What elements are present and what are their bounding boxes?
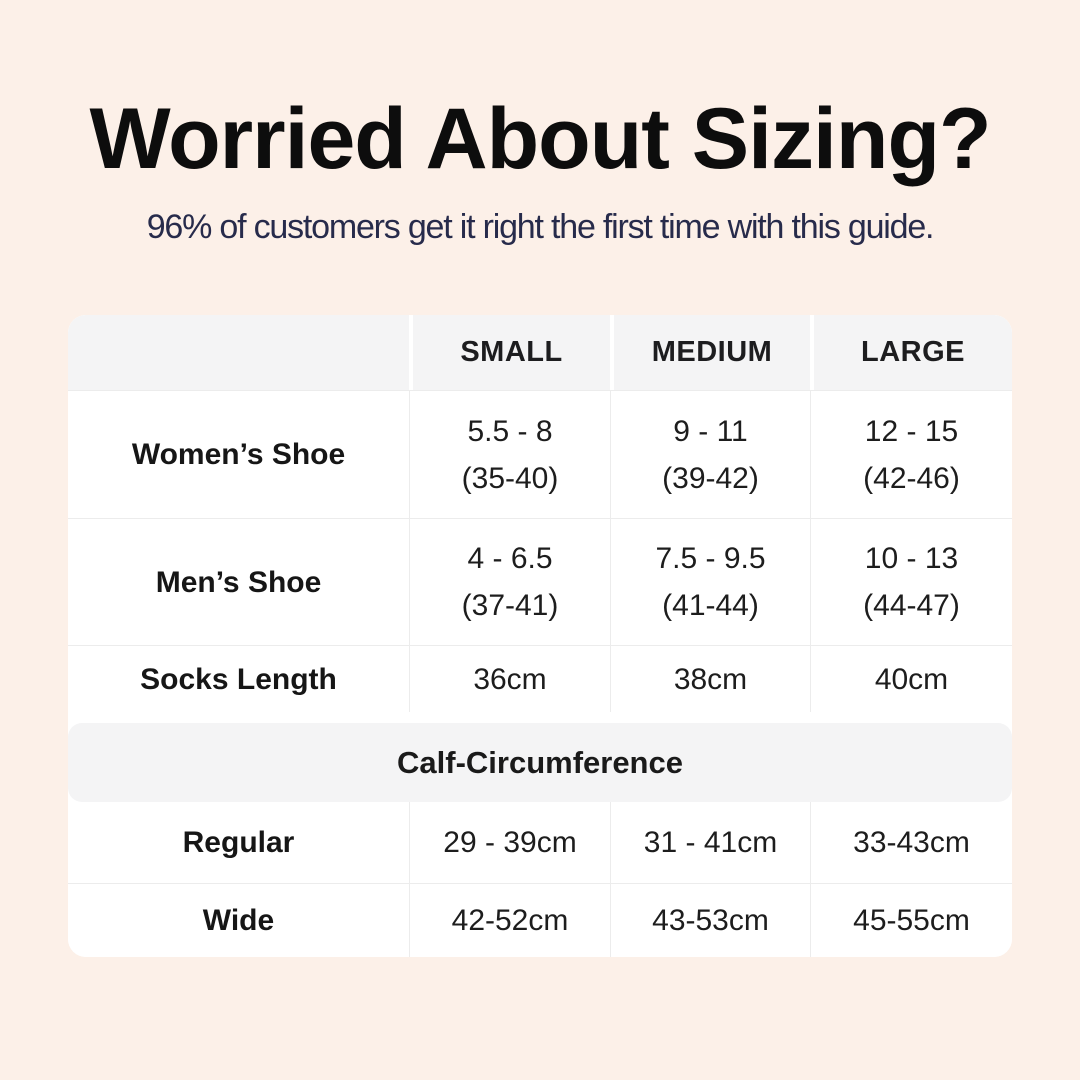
cell-socks-medium: 38cm [610, 646, 810, 712]
us-size-range: 4 - 6.5 [467, 542, 553, 575]
table-row-womens-shoe: Women’s Shoe 5.5 - 8 (35-40) 9 - 11 (39-… [68, 390, 1012, 518]
page-title: Worried About Sizing? [89, 91, 991, 187]
section-header-label: Calf-Circumference [397, 744, 683, 780]
header-cell-blank [68, 315, 409, 390]
header-cell-small: SMALL [409, 315, 610, 390]
cell-mens-small: 4 - 6.5 (37-41) [409, 519, 610, 645]
table-row-mens-shoe: Men’s Shoe 4 - 6.5 (37-41) 7.5 - 9.5 (41… [68, 518, 1012, 645]
header-cell-medium: MEDIUM [610, 315, 810, 390]
eu-size-range: (39-42) [662, 461, 759, 495]
cell-regular-small: 29 - 39cm [409, 802, 610, 883]
section-spacer [68, 712, 1012, 723]
table-row-wide: Wide 42-52cm 43-53cm 45-55cm [68, 883, 1012, 957]
cell-mens-large: 10 - 13 (44-47) [810, 519, 1012, 645]
table-row-regular: Regular 29 - 39cm 31 - 41cm 33-43cm [68, 802, 1012, 883]
us-size-range: 10 - 13 [864, 542, 959, 575]
size-chart-table: SMALL MEDIUM LARGE Women’s Shoe 5.5 - 8 … [68, 315, 1012, 957]
us-size-range: 7.5 - 9.5 [655, 542, 766, 575]
eu-size-range: (41-44) [662, 589, 759, 622]
header-cell-large: LARGE [810, 315, 1012, 390]
cell-regular-large: 33-43cm [810, 802, 1012, 883]
cell-wide-large: 45-55cm [810, 884, 1012, 957]
us-size-range: 12 - 15 [864, 414, 959, 448]
row-label-regular: Regular [182, 826, 295, 859]
size-chart-header-row: SMALL MEDIUM LARGE [68, 315, 1012, 390]
table-row-socks-length: Socks Length 36cm 38cm 40cm [68, 645, 1012, 712]
row-label-socks-length: Socks Length [140, 662, 337, 696]
eu-size-range: (42-46) [863, 461, 960, 495]
cell-womens-medium: 9 - 11 (39-42) [610, 391, 810, 518]
section-header-calf-circumference: Calf-Circumference [68, 723, 1012, 802]
row-label-wide: Wide [202, 904, 275, 937]
cell-wide-small: 42-52cm [409, 884, 610, 957]
eu-size-range: (35-40) [461, 461, 559, 495]
us-size-range: 5.5 - 8 [467, 414, 553, 448]
cell-socks-small: 36cm [409, 646, 610, 712]
us-size-range: 9 - 11 [673, 414, 748, 448]
eu-size-range: (37-41) [461, 589, 559, 622]
row-label-mens-shoe: Men’s Shoe [155, 565, 322, 599]
page-subtitle: 96% of customers get it right the first … [146, 208, 935, 246]
cell-womens-small: 5.5 - 8 (35-40) [409, 391, 610, 518]
cell-regular-medium: 31 - 41cm [610, 802, 810, 883]
cell-wide-medium: 43-53cm [610, 884, 810, 957]
cell-socks-large: 40cm [810, 646, 1012, 712]
row-label-womens-shoe: Women’s Shoe [131, 438, 346, 471]
eu-size-range: (44-47) [863, 589, 960, 622]
cell-mens-medium: 7.5 - 9.5 (41-44) [610, 519, 810, 645]
cell-womens-large: 12 - 15 (42-46) [810, 391, 1012, 518]
